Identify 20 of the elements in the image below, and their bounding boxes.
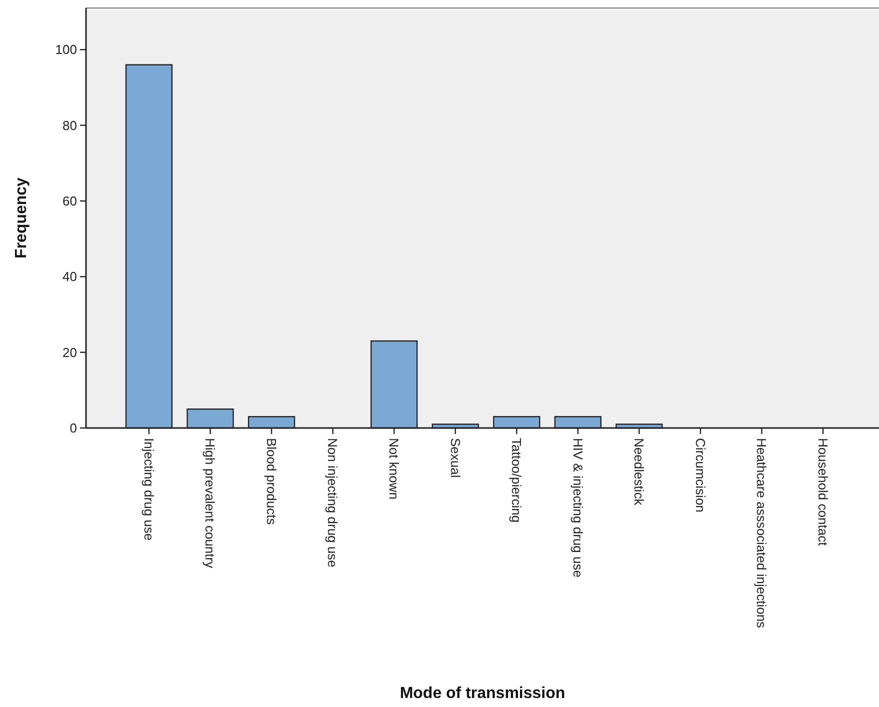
y-tick-label: 60 bbox=[62, 194, 77, 209]
y-tick-label: 0 bbox=[70, 420, 77, 436]
y-tick-label: 80 bbox=[62, 118, 77, 133]
x-tick-label: Sexual bbox=[448, 438, 463, 478]
y-axis-title: Frequency bbox=[13, 177, 30, 258]
y-tick-label: 20 bbox=[62, 344, 77, 360]
x-tick-label: Circumcision bbox=[692, 438, 708, 512]
x-tick-label: High prevalent country bbox=[202, 438, 218, 569]
x-axis-title: Mode of transmission bbox=[400, 685, 566, 702]
x-tick-label: HIV & injecting drug use bbox=[570, 438, 586, 578]
x-tick-label: Heathcare asssociated injections bbox=[754, 438, 770, 629]
y-tick-label: 40 bbox=[62, 269, 77, 284]
x-tick-label: Tattoo/piercing bbox=[509, 438, 524, 523]
x-tick-label: Not known bbox=[386, 438, 402, 500]
x-tick-label: Non injecting drug use bbox=[325, 438, 340, 568]
x-tick-label: Needlestick bbox=[632, 438, 647, 506]
x-tick-label: Blood products bbox=[264, 438, 279, 526]
x-tick-label: Household contact bbox=[815, 438, 830, 546]
x-tick-label: Injecting drug use bbox=[141, 438, 156, 541]
y-tick-label: 100 bbox=[55, 42, 77, 58]
